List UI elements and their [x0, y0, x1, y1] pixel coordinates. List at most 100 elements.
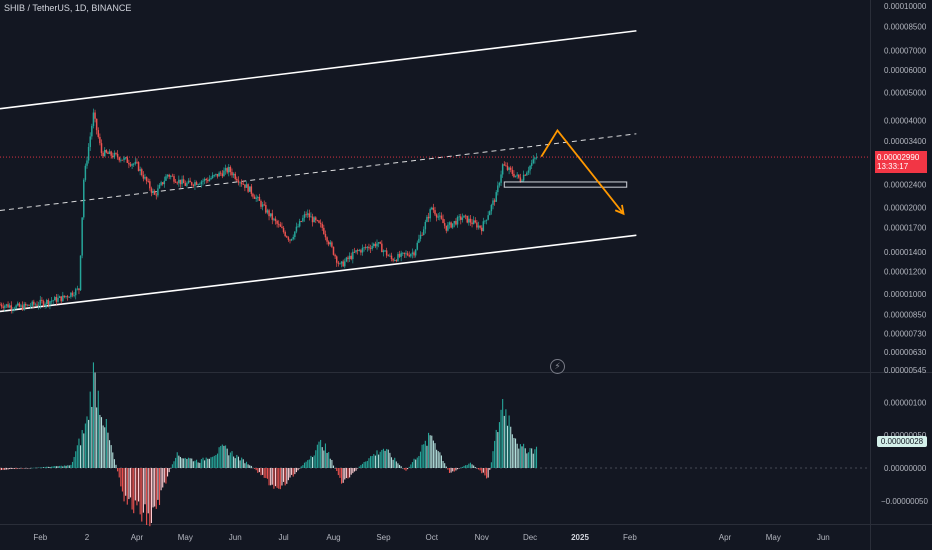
oscillator-bar [231, 451, 233, 468]
oscillator-bar [532, 453, 534, 468]
symbol-title[interactable]: SHIB / TetherUS, 1D, BINANCE [4, 3, 132, 13]
oscillator-bar [17, 468, 19, 469]
candle-body [126, 157, 129, 163]
oscillator-bar [432, 440, 434, 468]
candle-body [284, 231, 286, 237]
candle-body [347, 257, 349, 259]
candle-body [228, 166, 230, 173]
candle-body [292, 237, 294, 239]
candle-body [76, 288, 79, 290]
oscillator-bar [294, 468, 296, 475]
oscillator-bar [500, 409, 502, 468]
candle-body [63, 295, 66, 298]
candle-body [471, 222, 473, 225]
projection-path [540, 128, 625, 215]
oscillator-bar [353, 468, 355, 472]
candle-body [476, 222, 478, 228]
oscillator-bar [513, 437, 515, 468]
oscillator-bar [171, 464, 173, 468]
time-axis-label: Feb [33, 533, 47, 542]
oscillator-bar [283, 468, 285, 482]
candle-body [255, 197, 257, 199]
candle-body [480, 227, 483, 232]
candle-body [503, 164, 506, 166]
oscillator-bar [25, 468, 27, 469]
time-axis-label: Apr [719, 533, 732, 542]
candle-body [231, 171, 233, 176]
oscillator-bar [31, 467, 33, 469]
oscillator-bar [355, 468, 357, 471]
candle-body [416, 242, 419, 250]
oscillator-bar [92, 362, 94, 468]
oscillator-bar [73, 456, 75, 468]
oscillator-bar [165, 468, 167, 484]
candle-body [99, 136, 101, 144]
oscillator-bar [152, 468, 154, 508]
candle-body [445, 225, 448, 231]
candle-body [439, 215, 441, 217]
candle-body [128, 162, 130, 165]
candle-body [442, 218, 444, 224]
oscillator-bar [170, 468, 172, 469]
candle-body [384, 250, 386, 252]
oscillator-bar [274, 468, 277, 487]
candle-body [129, 164, 132, 166]
candle-body [47, 299, 50, 305]
oscillator-bar [407, 468, 409, 470]
oscillator-bar [22, 468, 24, 469]
oscillator-bar [474, 466, 476, 468]
oscillator-bar [229, 452, 231, 468]
oscillator-bar [373, 454, 375, 468]
lightning-icon[interactable]: ⚡ [550, 359, 565, 374]
oscillator-bar [278, 468, 280, 489]
candle-body [532, 159, 535, 164]
oscillator-bar [255, 468, 257, 471]
candle-body [34, 304, 37, 306]
time-axis-label: Jul [278, 533, 288, 542]
candle-body [498, 182, 501, 186]
candle-body [315, 217, 317, 221]
candle-body [147, 181, 149, 182]
oscillator-bar [502, 399, 504, 468]
candle-body [431, 207, 433, 210]
oscillator-bar [329, 458, 331, 468]
candle-body [368, 246, 370, 249]
oscillator-bar [105, 419, 107, 468]
candle-body [142, 175, 145, 179]
oscillator-bar [196, 459, 198, 468]
oscillator-bar [344, 468, 346, 480]
oscillator-bar [506, 425, 509, 468]
oscillator-bar [245, 461, 248, 468]
oscillator-bar [120, 468, 122, 487]
oscillator-bar [18, 468, 20, 469]
oscillator-bar [260, 468, 262, 476]
oscillator-bar [178, 455, 180, 468]
oscillator-bar [221, 444, 223, 468]
time-axis-label: May [766, 533, 781, 542]
price-axis-label: 0.00004000 [884, 117, 927, 126]
oscillator-bar [295, 468, 297, 473]
oscillator-bar [118, 468, 120, 478]
candle-body [511, 169, 514, 174]
oscillator-bar [386, 448, 388, 468]
candle-body [392, 259, 394, 261]
oscillator-bar [286, 468, 288, 484]
candles [0, 108, 538, 314]
oscillator-bar [366, 460, 368, 468]
oscillator-bar [424, 440, 426, 468]
oscillator-bar [1, 468, 3, 470]
candle-body [332, 246, 335, 255]
oscillator-bar [133, 468, 135, 514]
candle-body [443, 223, 446, 226]
candle-body [509, 167, 512, 170]
oscillator-bar [510, 426, 512, 468]
oscillator-bar [155, 468, 157, 509]
candle-body [0, 304, 3, 307]
candle-body [103, 149, 106, 157]
oscillator-bar [262, 468, 264, 475]
candle-body [348, 255, 351, 259]
oscillator-bar [160, 468, 162, 491]
oscillator-bar [486, 468, 488, 479]
